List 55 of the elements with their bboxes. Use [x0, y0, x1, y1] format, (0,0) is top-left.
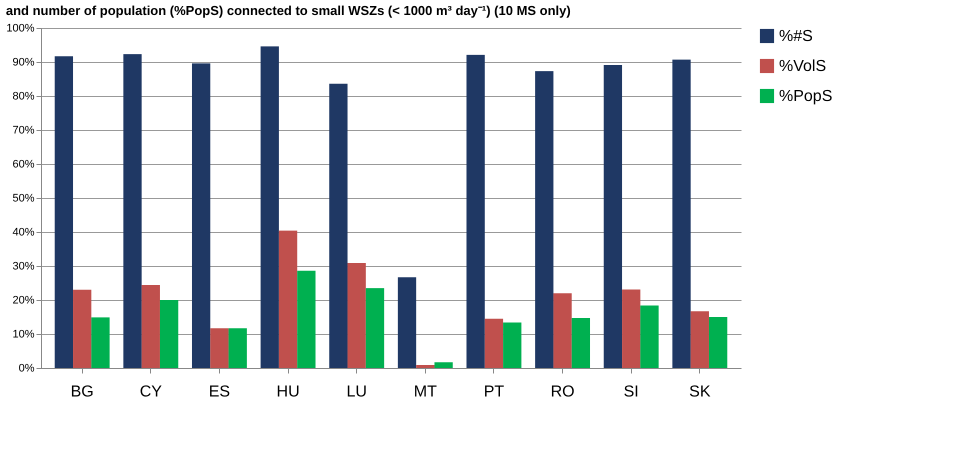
bar	[708, 317, 728, 368]
y-tick-label: 70%	[12, 124, 35, 136]
bar	[54, 56, 74, 368]
y-tick-label: 100%	[6, 22, 35, 34]
x-tick-label: BG	[70, 384, 94, 400]
bar	[210, 328, 229, 368]
legend-label: %#S	[779, 28, 813, 45]
y-tick-label: 30%	[12, 260, 35, 272]
y-tick-label: 40%	[12, 226, 35, 238]
x-tick-label: LU	[346, 384, 367, 400]
bar	[329, 84, 348, 368]
bar	[466, 54, 485, 368]
bar	[91, 317, 110, 368]
bar	[535, 71, 554, 368]
y-tick-label: 20%	[12, 294, 35, 306]
y-tick-label: 80%	[12, 90, 35, 102]
bar	[572, 318, 590, 368]
bar	[503, 322, 522, 368]
x-tick-label: RO	[550, 384, 575, 400]
x-tick-label: MT	[414, 384, 438, 400]
legend-label: %PopS	[779, 88, 832, 105]
bar	[142, 285, 160, 368]
bar	[123, 54, 142, 368]
bar	[690, 311, 709, 368]
y-tick-label: 10%	[12, 328, 35, 340]
y-tick-label: 60%	[12, 158, 35, 170]
bar	[73, 290, 92, 368]
bar	[260, 46, 279, 368]
bar	[434, 362, 453, 368]
bar	[553, 293, 572, 368]
x-tick-label: CY	[140, 384, 162, 400]
y-tick-label: 90%	[12, 56, 35, 68]
bar	[278, 230, 298, 368]
bar	[604, 65, 622, 368]
bar	[297, 270, 316, 368]
bar	[348, 262, 366, 368]
bar	[484, 318, 504, 368]
bar	[416, 364, 434, 368]
x-tick-label: SK	[689, 384, 711, 400]
x-tick-label: ES	[208, 384, 230, 400]
bar	[622, 289, 640, 368]
bar	[192, 63, 210, 368]
chart-title: and number of population (%PopS) connected to small WSZs (< 1000 m³ day⁻¹) (10 MS only)	[6, 3, 571, 18]
bar	[398, 277, 416, 368]
bar	[160, 300, 178, 368]
bar	[672, 60, 691, 368]
x-tick-label: PT	[484, 384, 504, 400]
x-tick-label: SI	[624, 384, 639, 400]
y-tick-label: 0%	[18, 362, 35, 374]
legend-label: %VolS	[779, 58, 826, 75]
x-tick-label: HU	[276, 384, 300, 400]
bar	[228, 328, 247, 368]
bar	[366, 288, 384, 368]
y-tick-label: 50%	[12, 192, 35, 204]
bar	[640, 305, 659, 368]
